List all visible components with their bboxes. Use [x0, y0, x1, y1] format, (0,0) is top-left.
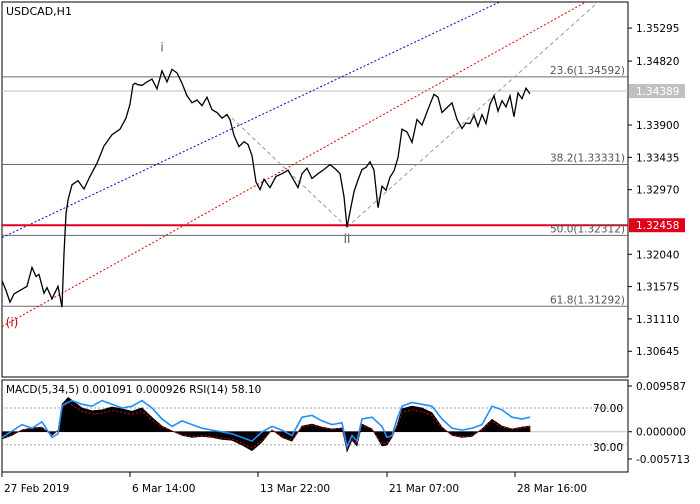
current-price-tag — [629, 84, 685, 99]
rsi-tick-label: 70.00 — [593, 403, 623, 415]
price-tick-label: 1.35295 — [636, 23, 679, 35]
time-tick-label: 21 Mar 07:00 — [389, 483, 459, 495]
price-tick-label: 1.31110 — [636, 314, 679, 326]
red-channel-line — [2, 2, 587, 328]
price-tick-label: 1.33435 — [636, 152, 679, 164]
fibonacci-level-label: 38.2(1.33331) — [550, 153, 625, 165]
indicator-plot-area — [2, 397, 628, 453]
price-plot-area — [2, 2, 628, 328]
time-axis: 27 Feb 2019 6 Mar 14:00 13 Mar 22:00 21 Mar… — [1, 471, 628, 495]
price-tick-label: 1.32970 — [636, 185, 679, 197]
time-tick-label: 6 Mar 14:00 — [132, 483, 195, 495]
macd-tick-label: 0.000000 — [636, 427, 686, 439]
indicator-label: MACD(5,34,5) 0.001091 0.000926 RSI(14) 5… — [6, 384, 261, 396]
price-tick-label: 1.32040 — [636, 249, 679, 261]
support-level-tag-label: 1.32458 — [636, 220, 679, 232]
wave-label: ii — [344, 232, 351, 246]
time-tick-label: 28 Mar 16:00 — [517, 483, 587, 495]
fibonacci-level-label: 50.0(1.32312) — [550, 223, 625, 235]
price-tick-label: 1.33900 — [636, 120, 679, 132]
blue-channel-line — [2, 2, 501, 239]
fibonacci-level-label: 23.6(1.34592) — [550, 65, 625, 77]
rsi-tick-label: 30.00 — [593, 442, 623, 454]
wave-label: (i) — [6, 316, 19, 330]
time-tick-label: 13 Mar 22:00 — [260, 483, 330, 495]
chart-title: USDCAD,H1 — [6, 5, 72, 18]
current-price-tag-label: 1.34389 — [636, 86, 679, 98]
gray-trend-line — [346, 2, 599, 228]
rsi-line — [2, 399, 531, 450]
macd-tick-label: -0.005713 — [636, 454, 690, 466]
support-level-tag — [629, 218, 685, 233]
price-series-line — [2, 68, 531, 308]
price-panel-frame — [1, 1, 629, 378]
time-tick-label: 27 Feb 2019 — [4, 483, 69, 495]
wave-label: i — [160, 40, 163, 54]
price-tick-label: 1.34820 — [636, 56, 679, 68]
fibonacci-level-label: 61.8(1.31292) — [550, 294, 625, 306]
macd-tick-label: 0.009587 — [636, 381, 686, 393]
price-panel: 1.35295 1.34820 1.33900 1.33435 1.32970 1.320… — [1, 1, 685, 378]
price-tick-label: 1.30645 — [636, 346, 679, 358]
price-tick-label: 1.31575 — [636, 282, 679, 294]
indicator-panel: MACD(5,34,5) 0.001091 0.000926 RSI(14) 5… — [1, 379, 690, 473]
